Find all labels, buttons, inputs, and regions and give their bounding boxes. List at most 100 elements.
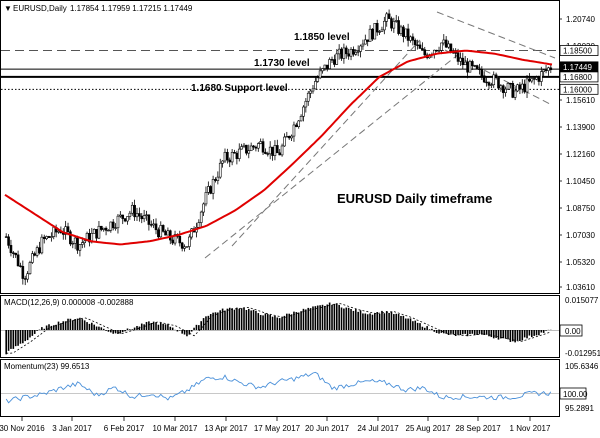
candle-body — [471, 61, 474, 67]
candle-body — [314, 81, 317, 90]
candle-body — [271, 146, 274, 156]
date-tick-label: 20 Jun 2017 — [305, 424, 350, 433]
price-tag-label: 1.16000 — [563, 85, 592, 94]
candle-body — [463, 61, 467, 66]
candle-body — [121, 214, 125, 219]
candle-body — [413, 39, 417, 46]
candle-body — [375, 23, 379, 33]
macd-label: MACD(12,26,9) 0.000008 -0.002888 — [4, 298, 134, 307]
price-tick-label: 1.10450 — [566, 177, 595, 186]
candle-body — [454, 52, 457, 54]
candle-body — [530, 78, 534, 82]
candle-body — [107, 229, 110, 232]
candle-body — [321, 68, 324, 72]
candle-body — [31, 253, 34, 263]
candle-body — [183, 246, 186, 249]
candle-body — [366, 39, 369, 42]
date-tick-label: 3 Jan 2017 — [52, 424, 92, 433]
candle-body — [133, 204, 136, 218]
momentum-label: Momentum(23) 99.6513 — [4, 362, 90, 371]
candle-body — [399, 26, 403, 34]
candle-body — [95, 229, 98, 239]
candle-body — [64, 226, 67, 235]
candle-body — [109, 221, 113, 231]
trendline-2 — [436, 11, 556, 59]
candle-body — [188, 236, 191, 247]
candle-body — [278, 152, 281, 156]
candle-body — [482, 75, 486, 83]
candle-body — [333, 59, 336, 65]
candle-body — [264, 151, 267, 154]
main-price-panel — [0, 0, 560, 294]
candle-body — [335, 53, 339, 65]
candle-body — [100, 225, 103, 230]
candle-body — [273, 145, 277, 156]
candle-body — [166, 230, 170, 236]
candle-body — [397, 20, 400, 34]
price-tag-box — [559, 45, 599, 56]
momentum-tick-100: 100.00 — [563, 390, 588, 399]
candles — [4, 9, 553, 286]
candle-body — [539, 71, 543, 82]
candle-body — [211, 179, 215, 194]
candle-body — [364, 39, 367, 45]
candle-body — [537, 77, 541, 82]
candle-body — [485, 81, 488, 84]
candle-body — [547, 67, 550, 71]
candle-body — [283, 136, 286, 147]
candle-body — [318, 70, 322, 79]
macd-tick-bottom: -0.012951 — [565, 349, 600, 358]
candle-body — [252, 145, 255, 148]
candle-body — [532, 78, 536, 80]
price-tag-box — [559, 83, 599, 95]
price-tick-label: 1.15610 — [566, 96, 595, 105]
candle-body — [361, 43, 365, 47]
candle-body — [40, 236, 44, 254]
candle-body — [9, 245, 13, 254]
candle-body — [380, 29, 384, 32]
candle-body — [404, 28, 408, 37]
candle-body — [306, 92, 310, 102]
candle-body — [423, 49, 427, 56]
candle-body — [92, 229, 96, 234]
candle-body — [535, 77, 538, 80]
candle-body — [340, 48, 343, 59]
candle-body — [359, 45, 362, 52]
candle-body — [12, 252, 15, 254]
candle-body — [57, 230, 60, 233]
moving-average-line — [4, 49, 553, 246]
price-tick-label: 1.03610 — [566, 283, 595, 292]
candle-body — [492, 74, 496, 86]
candle-body — [73, 237, 77, 244]
candle-body — [297, 120, 301, 127]
candle-body — [487, 82, 491, 86]
candle-body — [490, 84, 493, 86]
candle-body — [387, 13, 391, 19]
price-axis: 1.207401.190301.173001.156101.139001.121… — [559, 15, 595, 292]
candle-body — [442, 39, 446, 44]
candle-body — [390, 18, 393, 29]
price-tick-label: 1.08750 — [566, 204, 595, 213]
candle-body — [518, 84, 522, 90]
price-tag-label: 1.16800 — [563, 73, 592, 82]
candle-body — [71, 242, 75, 245]
candle-body — [371, 28, 374, 40]
candle-body — [385, 13, 389, 22]
candle-body — [309, 90, 312, 94]
date-tick-label: 24 Jul 2017 — [357, 424, 399, 433]
candle-body — [78, 244, 82, 251]
date-tick-label: 1 Nov 2017 — [510, 424, 551, 433]
candle-body — [287, 135, 291, 139]
candle-body — [245, 144, 248, 154]
candle-body — [542, 69, 545, 72]
candle-body — [226, 151, 229, 161]
candle-body — [466, 61, 469, 73]
candle-body — [337, 48, 341, 55]
candle-body — [497, 77, 500, 89]
candle-body — [447, 43, 450, 48]
candle-body — [178, 236, 182, 244]
candle-body — [216, 176, 220, 181]
candle-body — [26, 273, 29, 280]
symbol-dropdown-icon[interactable]: ▼ — [4, 4, 12, 13]
